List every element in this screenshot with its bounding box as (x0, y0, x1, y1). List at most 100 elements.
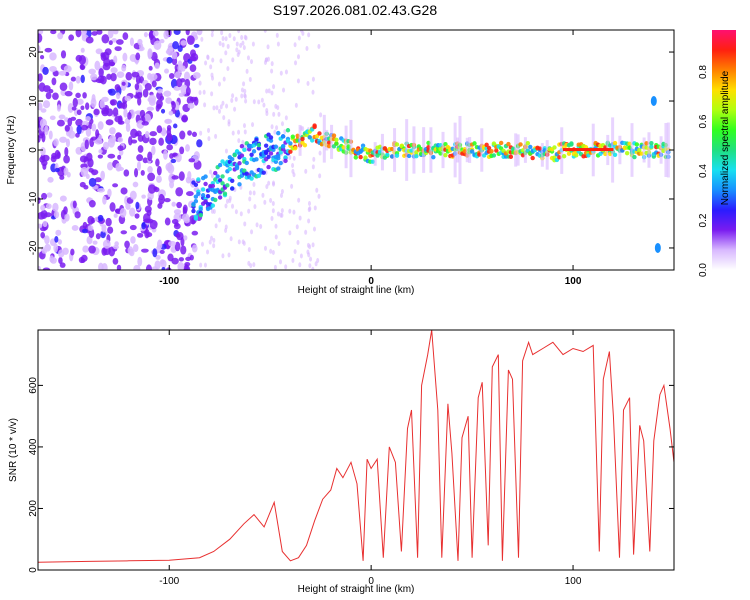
heatmap-cell (80, 47, 85, 53)
heatmap-cell (173, 209, 182, 215)
heatmap-cell (276, 41, 280, 47)
heatmap-cell (171, 51, 178, 60)
spectrogram-x-label: Height of straight line (km) (298, 285, 415, 296)
heatmap-cell (274, 103, 278, 109)
heatmap-cell (196, 177, 201, 182)
heatmap-cell (218, 217, 222, 223)
heatmap-cell (199, 130, 203, 136)
heatmap-cell (277, 241, 281, 247)
heatmap-cell (480, 128, 484, 172)
heatmap-cell (60, 50, 67, 59)
heatmap-cell (133, 264, 141, 270)
heatmap-cell (118, 115, 123, 125)
heatmap-cell (292, 155, 296, 161)
heatmap-cell (525, 140, 531, 146)
heatmap-cell (171, 175, 179, 180)
heatmap-cell (221, 253, 225, 259)
heatmap-cell (280, 212, 284, 218)
heatmap-cell (272, 111, 276, 117)
heatmap-cell (210, 235, 214, 241)
heatmap-cell (313, 205, 317, 211)
heatmap-cell (232, 152, 237, 158)
heatmap-cell (180, 40, 187, 46)
heatmap-cell (163, 30, 169, 40)
heatmap-cell (38, 265, 41, 270)
heatmap-cell (263, 199, 267, 205)
heatmap-cell (231, 57, 235, 63)
heatmap-cell (110, 72, 117, 82)
heatmap-cell (207, 127, 211, 133)
heatmap-cell (87, 215, 95, 225)
heatmap-cell (235, 47, 239, 53)
heatmap-cell (227, 166, 233, 172)
heatmap-cell (231, 93, 235, 99)
heatmap-cell (177, 45, 183, 53)
x-tick-label: -100 (159, 276, 179, 287)
heatmap-cell (76, 125, 82, 135)
heatmap-cell (268, 135, 274, 140)
heatmap-cell (137, 38, 143, 46)
heatmap-cell (334, 141, 339, 146)
heatmap-cell (183, 71, 191, 81)
heatmap-cell (130, 139, 138, 144)
heatmap-cell (164, 198, 171, 203)
heatmap-cell (147, 172, 156, 182)
heatmap-cell (121, 81, 126, 86)
colorbar-tick-label: 0.4 (698, 164, 709, 178)
y-tick-label: 400 (28, 438, 39, 455)
heatmap-cell (230, 178, 235, 183)
heatmap-cell (80, 166, 89, 177)
heatmap-cell (193, 96, 199, 106)
heatmap-cell (468, 137, 472, 163)
heatmap-cell (97, 75, 105, 83)
heatmap-cell (291, 162, 295, 168)
heatmap-cell (88, 68, 96, 75)
heatmap-cell (189, 56, 197, 62)
heatmap-cell (40, 146, 46, 156)
heatmap-cell (214, 223, 218, 229)
heatmap-cell (270, 61, 274, 67)
heatmap-cell (266, 164, 271, 170)
heatmap-cell (269, 197, 273, 203)
heatmap-cell (48, 130, 53, 140)
colorbar-tick-label: 0.8 (698, 65, 709, 79)
heatmap-cell (412, 126, 416, 174)
heatmap-cell (114, 84, 121, 91)
heatmap-cell (117, 137, 124, 143)
heatmap-cell (165, 97, 173, 104)
heatmap-cell (68, 34, 75, 41)
heatmap-cell (164, 119, 172, 124)
heatmap-cell (137, 134, 144, 142)
heatmap-cell (44, 125, 49, 136)
heatmap-cell (234, 165, 240, 171)
heatmap-cell (53, 210, 60, 219)
heatmap-cell (145, 264, 152, 270)
heatmap-cell (612, 152, 618, 157)
heatmap-cell (330, 124, 334, 159)
heatmap-cell (85, 116, 91, 122)
heatmap-cell (152, 248, 158, 258)
heatmap-cell (160, 259, 167, 269)
heatmap-cell (64, 213, 70, 222)
heatmap-cell (151, 145, 156, 156)
heatmap-cell (71, 225, 79, 231)
heatmap-cell (107, 226, 114, 234)
heatmap-cell (45, 91, 52, 100)
heatmap-cell (245, 68, 249, 74)
heatmap-cell (173, 30, 181, 36)
heatmap-cell (85, 102, 90, 110)
heatmap-cell (242, 45, 246, 51)
snr-series-line (38, 330, 674, 563)
heatmap-cell (99, 99, 105, 109)
heatmap-cell (242, 123, 246, 129)
heatmap-cell (105, 108, 114, 117)
heatmap-cell (144, 130, 150, 139)
heatmap-cell (276, 130, 281, 136)
heatmap-cell (97, 121, 104, 130)
heatmap-cell (70, 76, 77, 82)
heatmap-cell (80, 105, 85, 111)
heatmap-cell (115, 162, 122, 172)
heatmap-cell (42, 163, 47, 170)
heatmap-cell (54, 236, 59, 243)
